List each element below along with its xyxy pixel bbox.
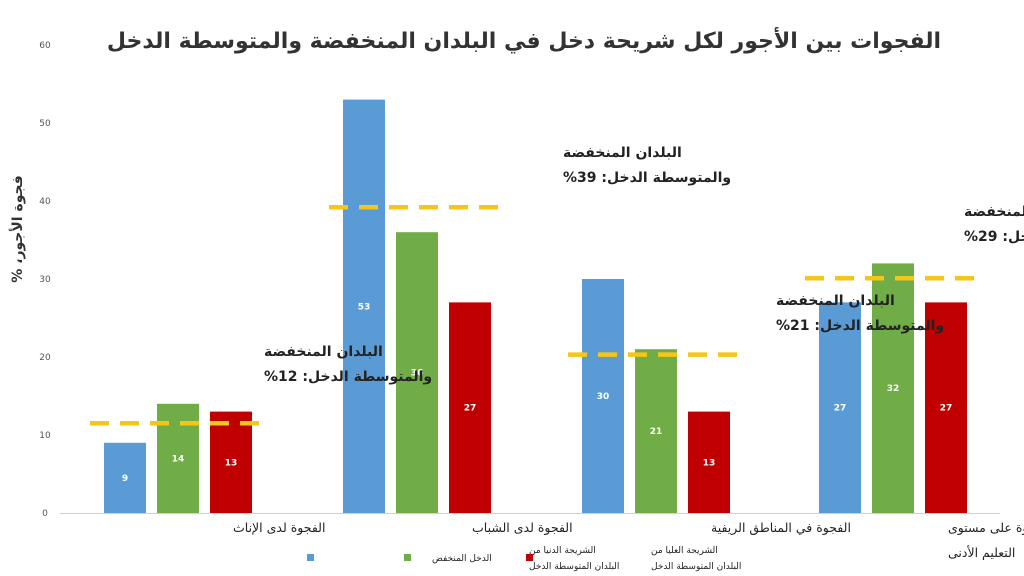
legend-label: الدخل المنخفض bbox=[432, 554, 492, 564]
chart-title: الفجوات بين الأجور لكل شريحة دخل في البل… bbox=[107, 26, 941, 54]
bar bbox=[210, 411, 252, 513]
legend: الدخل المنخفض الشريحة الدنيا من البلدان ال… bbox=[307, 546, 741, 572]
bar-value-label: 13 bbox=[225, 458, 238, 468]
bar bbox=[396, 232, 438, 513]
reference-annotation: البلدان المنخفضة والمتوسطة الدخل: 39% bbox=[563, 145, 731, 186]
bar bbox=[635, 349, 677, 513]
category-label: الفجوة لدى الإناث bbox=[233, 520, 325, 536]
bar-value-label: 27 bbox=[464, 404, 477, 414]
bars: 9 53 30 27 14 36 21 32 13 27 13 27 bbox=[104, 99, 967, 513]
y-tick-label: 60 bbox=[39, 41, 51, 51]
bar-value-label: 14 bbox=[172, 454, 185, 464]
reference-annotation: البلدان المنخفضة والمتوسطة الدخل: 12% bbox=[264, 344, 432, 385]
bar bbox=[819, 302, 861, 513]
bar-value-label: 21 bbox=[650, 427, 663, 437]
reference-annotation: البلدان المنخفضة والمتوسطة الدخل: 21% bbox=[776, 293, 944, 334]
y-tick-label: 50 bbox=[39, 119, 51, 129]
reference-lines: البلدان المنخفضة والمتوسطة الدخل: 12% البل… bbox=[90, 145, 1024, 426]
bar-value-label: 32 bbox=[887, 384, 900, 394]
bar-value-label: 27 bbox=[834, 404, 847, 414]
category-labels: الفجوة لدى الإناث الفجوة لدى الشباب الفجوة… bbox=[233, 520, 1024, 561]
bar bbox=[343, 99, 385, 513]
bar-value-label: 13 bbox=[703, 458, 716, 468]
bar bbox=[925, 302, 967, 513]
y-axis: 0 10 20 30 40 50 60 فجوة الأجور، % bbox=[9, 41, 1000, 519]
bar-value-label: 53 bbox=[358, 302, 371, 312]
legend-label: الشريحة الدنيا من البلدان المتوسطة الدخل bbox=[529, 546, 619, 572]
bar bbox=[872, 263, 914, 513]
legend-swatch bbox=[404, 554, 411, 561]
bar bbox=[104, 442, 146, 513]
y-tick-label: 10 bbox=[39, 431, 51, 441]
bar bbox=[449, 302, 491, 513]
bar-value-label: 27 bbox=[940, 404, 953, 414]
y-tick-label: 0 bbox=[42, 509, 48, 519]
y-tick-label: 40 bbox=[39, 197, 51, 207]
bar-value-label: 36 bbox=[411, 369, 424, 379]
bar-value-label: 9 bbox=[122, 474, 128, 484]
bar bbox=[688, 411, 730, 513]
bar bbox=[582, 279, 624, 513]
category-label: الفجوة لدى الشباب bbox=[472, 520, 573, 536]
legend-label: الشريحة العليا من البلدان المتوسطة الدخل bbox=[651, 546, 741, 572]
y-tick-label: 20 bbox=[39, 353, 51, 363]
bar-value-label: 30 bbox=[597, 392, 610, 402]
y-tick-label: 30 bbox=[39, 275, 51, 285]
y-axis-label: فجوة الأجور، % bbox=[9, 175, 26, 283]
legend-swatch bbox=[307, 554, 314, 561]
category-label: الفجوة في المناطق الريفية bbox=[711, 520, 851, 536]
legend-swatch bbox=[526, 554, 533, 561]
